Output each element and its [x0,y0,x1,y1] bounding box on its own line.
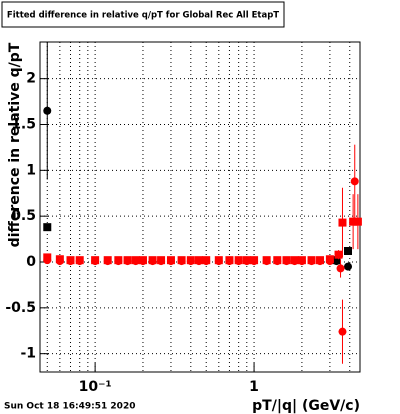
marker [344,262,353,271]
plot-frame [39,41,361,373]
marker [114,256,123,265]
marker [334,250,343,259]
marker [202,256,211,265]
marker [75,256,84,265]
marker [262,256,271,265]
marker [55,255,64,264]
marker [336,264,345,273]
marker [250,256,259,265]
x-tick-label: 10⁻¹ [79,379,112,395]
marker [350,177,359,186]
y-tick-label: 1.5 [11,117,36,133]
marker [349,217,358,226]
marker [43,106,52,115]
marker [325,255,334,264]
y-tick-label: 2 [26,71,36,87]
marker [157,256,166,265]
marker [344,247,353,255]
marker [332,256,341,265]
marker [225,256,234,265]
marker [214,256,223,265]
marker [242,256,251,265]
marker [91,256,100,265]
y-tick-label: 0 [26,254,36,270]
marker [234,256,243,265]
marker [43,253,52,262]
marker [186,256,195,265]
title-box [1,1,285,28]
x-axis-label: pT/|q| (GeV/c) [252,398,360,414]
marker [282,256,291,265]
chart-title: Fitted difference in relative q/pT for G… [7,11,279,21]
marker [290,256,299,265]
marker [307,256,316,265]
marker [66,256,75,265]
marker [177,256,186,265]
y-axis-label: difference in relative q/pT [7,42,23,247]
marker [43,223,52,232]
marker [194,256,203,265]
marker [138,256,147,265]
marker [273,256,282,265]
marker [131,256,140,265]
y-tick-label: -0.5 [5,300,36,316]
marker [353,217,362,226]
marker [338,218,347,227]
y-tick-label: 1 [26,162,36,178]
x-tick-label: 1 [249,379,259,395]
marker [316,256,325,265]
marker [148,256,157,265]
marker [297,256,306,265]
timestamp: Sun Oct 18 16:49:51 2020 [4,402,135,412]
y-tick-label: -1 [20,346,36,362]
marker [103,256,112,265]
marker [338,327,347,336]
y-tick-label: 0.5 [11,208,36,224]
marker [123,256,132,265]
marker [166,256,175,265]
